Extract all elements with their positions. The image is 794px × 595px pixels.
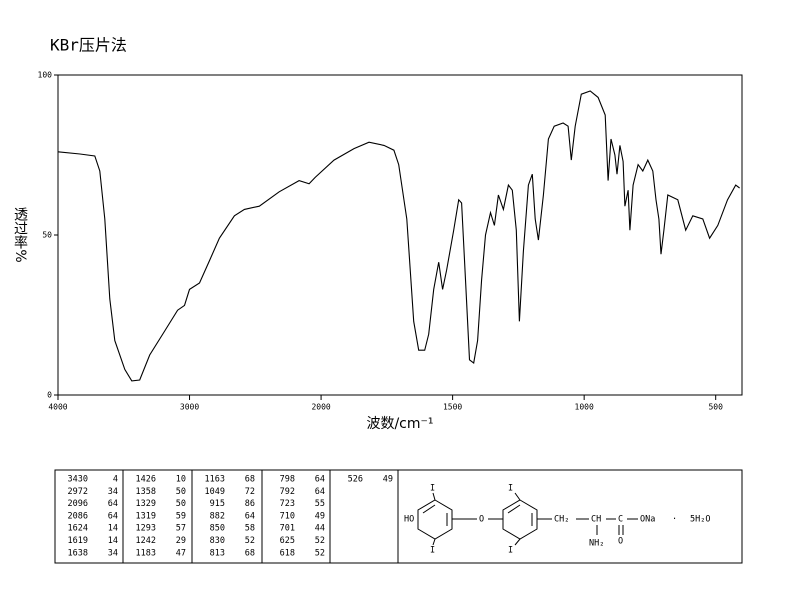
peak-transmittance: 50: [176, 499, 186, 509]
peak-transmittance: 68: [245, 548, 255, 558]
peak-wavenumber: 915: [210, 499, 225, 509]
peak-wavenumber: 701: [280, 524, 295, 534]
y-tick-label: 0: [47, 391, 52, 400]
peak-wavenumber: 1049: [205, 487, 225, 497]
peak-wavenumber: 813: [210, 548, 225, 558]
x-tick-label: 1500: [443, 403, 462, 412]
peak-wavenumber: 798: [280, 475, 295, 485]
peak-wavenumber: 1329: [136, 499, 156, 509]
peak-wavenumber: 723: [280, 499, 295, 509]
peak-transmittance: 86: [245, 499, 255, 509]
peak-transmittance: 58: [245, 524, 255, 534]
peak-wavenumber: 1624: [68, 524, 88, 534]
peak-wavenumber: 710: [280, 511, 295, 521]
peak-transmittance: 14: [108, 524, 118, 534]
atom-label: HO: [404, 515, 414, 525]
peak-transmittance: 52: [245, 536, 255, 546]
atom-label: I: [430, 484, 435, 494]
x-axis-label: 波数/cm⁻¹: [366, 416, 433, 432]
peak-wavenumber: 850: [210, 524, 225, 534]
peak-transmittance: 47: [176, 548, 186, 558]
peak-wavenumber: 3430: [68, 475, 88, 485]
peak-transmittance: 34: [108, 487, 118, 497]
peak-wavenumber: 1293: [136, 524, 156, 534]
peak-wavenumber: 1426: [136, 475, 156, 485]
peak-wavenumber: 2096: [68, 499, 88, 509]
peak-transmittance: 44: [315, 524, 325, 534]
atom-label: I: [508, 484, 513, 494]
peak-transmittance: 64: [315, 475, 325, 485]
peak-wavenumber: 618: [280, 548, 295, 558]
peak-transmittance: 50: [176, 487, 186, 497]
peak-transmittance: 59: [176, 511, 186, 521]
peak-transmittance: 57: [176, 524, 186, 534]
peak-transmittance: 10: [176, 475, 186, 485]
peak-transmittance: 29: [176, 536, 186, 546]
peak-wavenumber: 830: [210, 536, 225, 546]
x-tick-label: 500: [708, 403, 723, 412]
atom-label: 5H₂O: [690, 515, 710, 525]
peak-transmittance: 64: [245, 511, 255, 521]
peak-wavenumber: 1319: [136, 511, 156, 521]
y-tick-label: 50: [42, 231, 52, 240]
atom-label: CH₂: [554, 515, 569, 525]
chart-title: KBr压片法: [50, 36, 127, 55]
peak-table: [54, 469, 743, 564]
y-tick-label: 100: [38, 71, 53, 80]
peak-transmittance: 52: [315, 536, 325, 546]
peak-transmittance: 55: [315, 499, 325, 509]
plot-frame: [57, 74, 743, 396]
atom-label: NH₂: [589, 539, 604, 549]
peak-transmittance: 64: [108, 499, 118, 509]
y-axis-label: 透过率%: [12, 207, 28, 262]
atom-label: O: [618, 537, 623, 547]
peak-wavenumber: 1242: [136, 536, 156, 546]
peak-wavenumber: 526: [348, 475, 363, 485]
peak-wavenumber: 625: [280, 536, 295, 546]
atom-label: ONa: [640, 515, 655, 525]
peak-transmittance: 64: [315, 487, 325, 497]
x-tick-label: 4000: [48, 403, 67, 412]
atom-label: ·: [672, 515, 677, 525]
peak-wavenumber: 1163: [205, 475, 225, 485]
peak-transmittance: 49: [383, 475, 393, 485]
peak-transmittance: 52: [315, 548, 325, 558]
structure-bonds: [417, 492, 638, 546]
atom-label: I: [508, 546, 513, 556]
peak-wavenumber: 1183: [136, 548, 156, 558]
structure-labels: I I I I HO O CH₂ CH C ONa NH₂ O · 5H₂O: [404, 484, 710, 556]
atom-label: C: [618, 515, 623, 525]
peak-wavenumber: 882: [210, 511, 225, 521]
atom-label: CH: [591, 515, 601, 525]
peak-wavenumber: 1358: [136, 487, 156, 497]
peak-wavenumber: 2086: [68, 511, 88, 521]
peak-wavenumber: 792: [280, 487, 295, 497]
peak-transmittance: 4: [113, 475, 118, 485]
atom-label: O: [479, 515, 484, 525]
x-tick-label: 1000: [575, 403, 594, 412]
peak-transmittance: 64: [108, 511, 118, 521]
peak-transmittance: 72: [245, 487, 255, 497]
peak-transmittance: 68: [245, 475, 255, 485]
peak-wavenumber: 1619: [68, 536, 88, 546]
x-tick-label: 2000: [311, 403, 330, 412]
peak-wavenumber: 2972: [68, 487, 88, 497]
x-tick-label: 3000: [180, 403, 199, 412]
peak-transmittance: 49: [315, 511, 325, 521]
peak-transmittance: 34: [108, 548, 118, 558]
peak-wavenumber: 1638: [68, 548, 88, 558]
spectrum-line: [57, 90, 740, 382]
peak-transmittance: 14: [108, 536, 118, 546]
atom-label: I: [430, 546, 435, 556]
